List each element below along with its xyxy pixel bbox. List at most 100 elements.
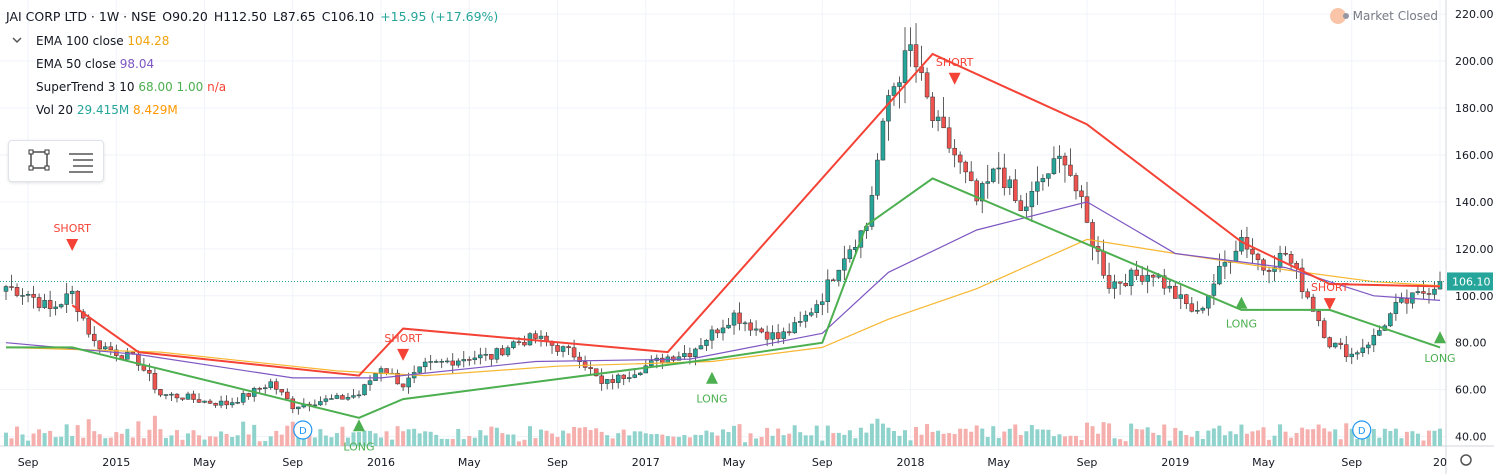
- legend-ema50[interactable]: EMA 50 close 98.04: [36, 57, 154, 71]
- volume-bar: [356, 432, 361, 446]
- volume-bar: [1267, 439, 1272, 446]
- change-value: +15.95 (+17.69%): [380, 9, 499, 24]
- candle-body: [1288, 253, 1294, 264]
- volume-bar: [158, 429, 163, 446]
- open-value: O90.20: [162, 9, 208, 24]
- volume-bar: [1051, 436, 1056, 446]
- candle-body: [582, 361, 588, 368]
- volume-bar: [301, 435, 306, 446]
- volume-bar: [1283, 431, 1288, 446]
- volume-bar: [577, 427, 582, 446]
- candle-body: [1013, 179, 1018, 201]
- legend-ema100-value: 104.28: [127, 34, 170, 48]
- volume-bar: [9, 438, 14, 446]
- volume-bar: [1410, 431, 1415, 446]
- volume-bar: [781, 435, 786, 446]
- candle-body: [522, 341, 527, 346]
- volume-bar: [1068, 435, 1073, 446]
- volume-bar: [985, 437, 990, 446]
- candle-body: [1046, 173, 1051, 179]
- candle-body: [621, 374, 626, 379]
- volume-bar: [450, 439, 455, 446]
- legend-volume[interactable]: Vol 20 29.415M 8.429M: [36, 103, 178, 117]
- dividend-marker-label: D: [299, 426, 307, 437]
- rectangle-tool-icon[interactable]: [25, 147, 55, 175]
- candle-body: [604, 379, 610, 384]
- candle-body: [384, 368, 389, 374]
- list-tool-icon[interactable]: [65, 147, 95, 175]
- volume-bar: [698, 435, 703, 446]
- legend-ema100[interactable]: EMA 100 close 104.28: [36, 34, 169, 48]
- volume-bar: [1217, 425, 1222, 446]
- x-tick-label: May: [1252, 456, 1275, 469]
- volume-bar: [897, 435, 902, 446]
- candle-body: [676, 356, 682, 361]
- candle-body: [461, 359, 467, 362]
- candle-body: [262, 387, 268, 389]
- volume-bar: [224, 433, 229, 446]
- candle-body: [875, 159, 880, 196]
- candle-body: [58, 304, 64, 308]
- candle-body: [472, 357, 478, 361]
- volume-bar: [958, 428, 963, 446]
- volume-bar: [202, 439, 207, 446]
- short-signal-label: SHORT: [53, 222, 91, 235]
- volume-bar: [329, 437, 334, 446]
- candle-body: [25, 293, 31, 296]
- candle-body: [1355, 352, 1360, 355]
- candle-body: [433, 361, 439, 363]
- candle-body: [489, 354, 494, 360]
- candle-body: [191, 393, 196, 400]
- volume-bar: [1349, 428, 1354, 446]
- volume-bar: [390, 439, 395, 446]
- volume-bar: [919, 434, 924, 446]
- candle-body: [1426, 293, 1432, 295]
- volume-bar: [213, 436, 218, 446]
- candle-body: [1272, 267, 1277, 272]
- candle-body: [174, 393, 180, 399]
- volume-bar: [914, 426, 919, 446]
- candle-body: [395, 372, 400, 385]
- volume-bar: [754, 438, 759, 446]
- volume-bar: [1366, 433, 1371, 446]
- volume-bar: [1289, 437, 1294, 446]
- candle-body: [1145, 274, 1150, 282]
- volume-bar: [345, 437, 350, 446]
- candle-body: [511, 341, 516, 348]
- x-tick-label: May: [723, 456, 746, 469]
- collapse-icon[interactable]: [10, 33, 24, 47]
- candle-body: [1195, 310, 1200, 312]
- volume-bar: [1261, 427, 1266, 446]
- candle-body: [1173, 285, 1178, 299]
- volume-bar: [522, 439, 527, 446]
- volume-bar: [384, 431, 389, 446]
- volume-bar: [53, 437, 58, 446]
- candle-body: [588, 367, 593, 369]
- volume-bar: [1018, 435, 1023, 446]
- volume-bar: [726, 432, 731, 446]
- candle-body: [444, 360, 450, 363]
- candle-body: [742, 322, 748, 325]
- volume-bar: [875, 418, 880, 446]
- volume-bar: [1344, 423, 1349, 446]
- volume-bar: [20, 434, 25, 446]
- volume-bar: [550, 433, 555, 446]
- symbol-title[interactable]: JAI CORP LTD · 1W · NSE: [6, 9, 157, 24]
- volume-bar: [980, 428, 985, 446]
- volume-bar: [290, 421, 295, 446]
- settings-gear-icon[interactable]: [1460, 454, 1472, 466]
- legend-supertrend[interactable]: SuperTrend 3 10 68.00 1.00 n/a: [36, 80, 226, 94]
- volume-bar: [494, 427, 499, 446]
- volume-bar: [241, 421, 246, 446]
- volume-bar: [461, 439, 466, 446]
- candle-body: [808, 312, 814, 316]
- candle-body: [731, 312, 737, 326]
- y-tick-label: 120.00: [1455, 243, 1494, 256]
- short-signal-arrow: [66, 239, 79, 252]
- volume-bar: [268, 436, 273, 446]
- volume-bar: [836, 432, 841, 446]
- market-status-label: Market Closed: [1352, 9, 1438, 23]
- volume-bar: [660, 434, 665, 446]
- candle-body: [698, 345, 704, 350]
